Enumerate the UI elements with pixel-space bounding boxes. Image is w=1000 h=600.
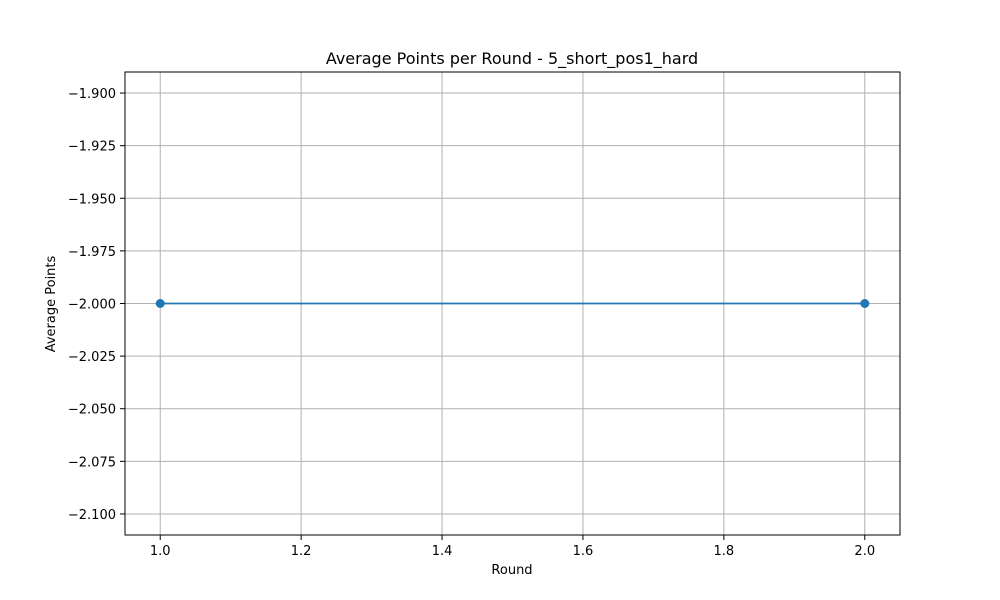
y-tick-label: −1.950 [68,192,116,207]
y-tick-label: −1.975 [68,245,116,260]
x-axis-ticks: 1.0 1.2 1.4 1.6 1.8 2.0 [150,535,875,559]
series [155,299,870,308]
x-tick-label: 1.2 [291,544,312,559]
y-tick-label: −2.075 [68,455,116,470]
y-tick-label: −2.100 [68,508,116,523]
y-tick-label: −1.925 [68,140,116,155]
y-axis-ticks: −1.900 −1.925 −1.950 −1.975 −2.000 −2.025 −2.0… [68,87,125,523]
x-tick-label: 2.0 [854,544,875,559]
x-tick-label: 1.4 [432,544,453,559]
y-tick-label: −1.900 [68,87,116,102]
data-point [155,299,165,308]
chart-title: Average Points per Round - 5_short_pos1_… [326,49,698,69]
y-axis-label: Average Points [44,255,59,352]
y-tick-label: −2.025 [68,350,116,365]
data-point [860,299,870,308]
x-tick-label: 1.0 [150,544,171,559]
y-tick-label: −2.000 [68,298,116,313]
x-tick-label: 1.8 [714,544,735,559]
y-tick-label: −2.050 [68,403,116,418]
x-axis-label: Round [491,563,532,578]
x-tick-label: 1.6 [573,544,594,559]
